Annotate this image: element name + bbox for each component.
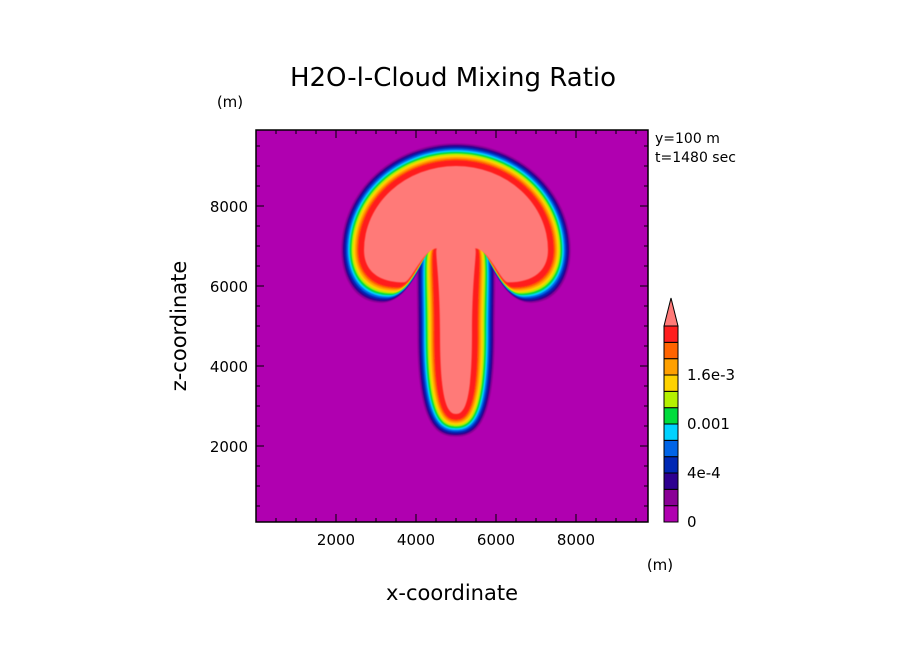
annotation-y: y=100 m	[655, 131, 720, 147]
colorbar-band	[663, 472, 679, 490]
colorbar-band	[663, 341, 679, 360]
y-tick-label: 2000	[210, 438, 248, 456]
colorbar-band	[663, 374, 679, 392]
y-unit-label: (m)	[217, 93, 243, 111]
colorbar: 0 4e-4 0.001 1.6e-3	[663, 297, 735, 531]
x-unit-label: (m)	[647, 556, 673, 574]
contour-layers	[341, 143, 571, 437]
x-axis-label: x-coordinate	[386, 581, 518, 605]
colorbar-label: 4e-4	[687, 464, 721, 482]
colorbar-band	[663, 488, 679, 507]
colorbar-band	[663, 439, 679, 458]
x-tick-label: 8000	[557, 531, 595, 549]
colorbar-extend	[663, 297, 679, 327]
colorbar-band	[663, 390, 679, 409]
y-axis-label: z-coordinate	[167, 261, 191, 392]
y-tick-label: 4000	[210, 358, 248, 376]
colorbar-band	[663, 358, 679, 376]
colorbar-band	[663, 505, 679, 523]
x-tick-label: 2000	[317, 531, 355, 549]
colorbar-label: 0.001	[687, 415, 730, 433]
colorbar-label: 0	[687, 513, 697, 531]
colorbar-band	[663, 423, 679, 441]
stem-core	[448, 226, 464, 354]
colorbar-band	[663, 407, 679, 425]
chart-title: H2O-l-Cloud Mixing Ratio	[290, 63, 616, 93]
y-tick-label: 6000	[210, 278, 248, 296]
axis-ticks: 2000 4000 6000 8000 2000 4000 6000 8000	[210, 130, 648, 549]
annotation-t: t=1480 sec	[655, 150, 736, 166]
colorbar-band	[663, 325, 679, 343]
colorbar-band	[663, 456, 679, 474]
y-tick-label: 8000	[210, 198, 248, 216]
x-tick-label: 6000	[477, 531, 515, 549]
colorbar-label: 1.6e-3	[687, 366, 735, 384]
x-tick-label: 4000	[397, 531, 435, 549]
plot-area: 2000 4000 6000 8000 2000 4000 6000 8000	[210, 129, 649, 549]
